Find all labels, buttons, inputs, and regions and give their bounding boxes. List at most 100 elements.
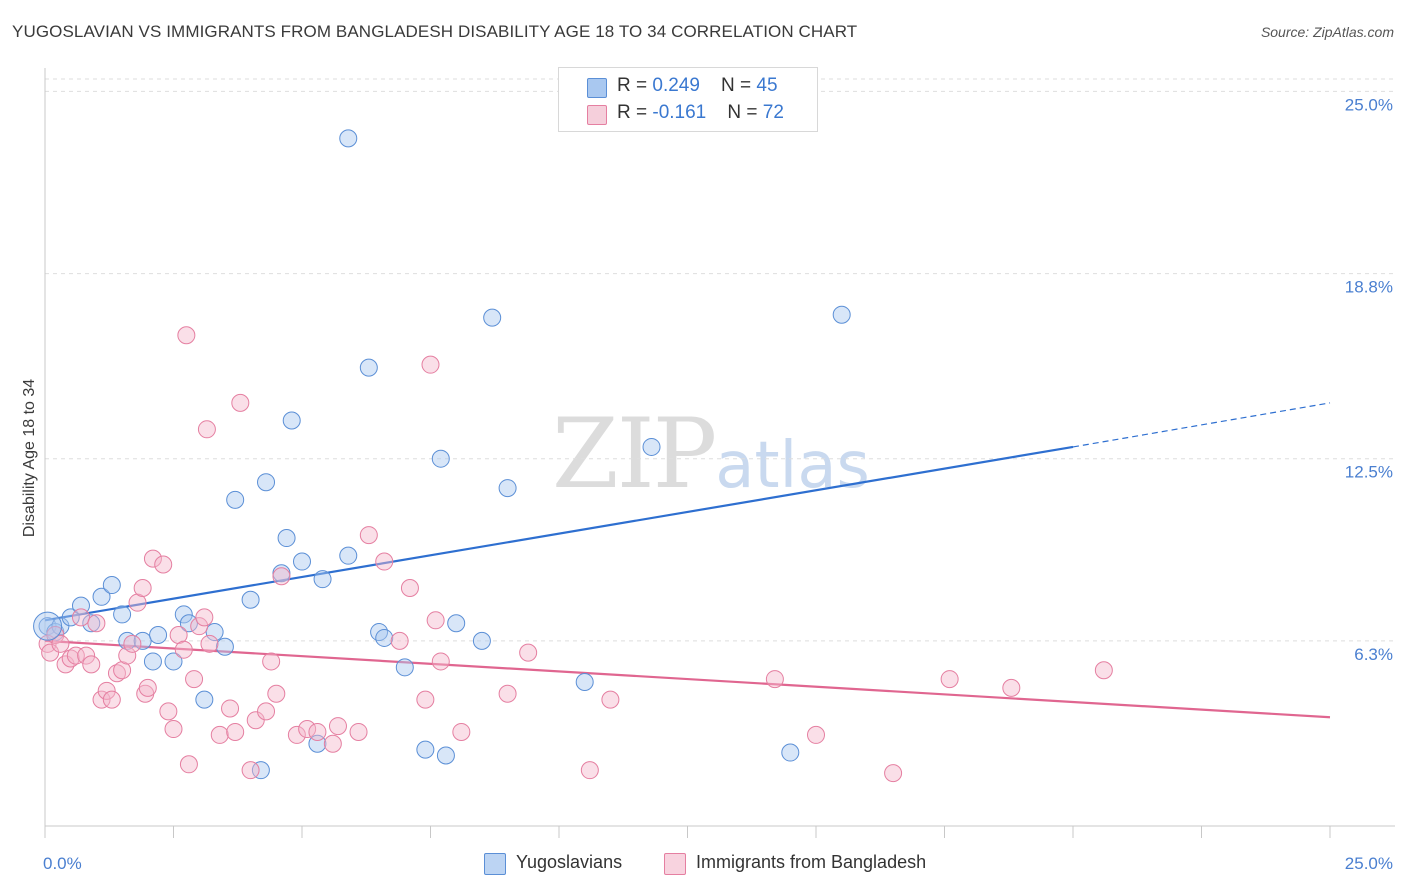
tick-labels: 6.3% 12.5% 18.8% 25.0% 0.0% 25.0% (43, 95, 1393, 873)
point-bangladesh (97, 681, 116, 700)
point-yugoslavians (92, 587, 111, 606)
legend-label-yugoslavians: Yugoslavians (516, 852, 623, 872)
point-yugoslavians (472, 631, 491, 650)
point-bangladesh (174, 640, 193, 659)
point-bangladesh (940, 670, 959, 689)
point-bangladesh (87, 614, 106, 633)
legend-swatch-yugoslavians (587, 78, 607, 98)
point-bangladesh (185, 670, 204, 689)
point-yugoslavians (339, 546, 358, 565)
r-value: -0.161 (652, 102, 707, 123)
legend-label-bangladesh: Immigrants from Bangladesh (696, 852, 927, 872)
point-yugoslavians (431, 449, 450, 468)
point-bangladesh (807, 725, 825, 744)
point-bangladesh (416, 690, 435, 709)
legend-swatch-bangladesh (587, 105, 607, 125)
point-yugoslavians (642, 437, 661, 456)
watermark-zip: ZIP (552, 398, 717, 510)
stats-legend: R = 0.249 N = 45 R = -0.161 N = 72 (558, 67, 818, 132)
point-yugoslavians (205, 623, 224, 642)
point-yugoslavians (277, 529, 296, 548)
point-yugoslavians (143, 652, 162, 671)
point-bangladesh (298, 720, 317, 739)
point-bangladesh (226, 722, 245, 741)
point-bangladesh (287, 725, 306, 744)
point-bangladesh (177, 326, 196, 345)
r-label: R = (617, 102, 653, 123)
r-label: R = (617, 75, 653, 96)
point-bangladesh (123, 634, 142, 653)
point-bangladesh (601, 690, 620, 709)
point-bangladesh (200, 634, 219, 653)
point-bangladesh (426, 611, 445, 630)
point-yugoslavians (781, 743, 800, 762)
point-bangladesh (138, 678, 157, 697)
point-bangladesh (272, 567, 291, 586)
point-bangladesh (61, 649, 80, 668)
point-bangladesh (221, 699, 240, 718)
point-bangladesh (257, 702, 276, 721)
point-bangladesh (154, 555, 173, 574)
point-yugoslavians (436, 746, 455, 765)
point-bangladesh (164, 720, 183, 739)
legend-swatch-yugoslavians-bottom (484, 853, 506, 875)
point-bangladesh (498, 684, 517, 703)
point-bangladesh (241, 761, 260, 780)
point-yugoslavians (102, 576, 121, 595)
point-bangladesh (349, 722, 368, 741)
point-bangladesh (519, 643, 538, 662)
point-bangladesh (51, 634, 70, 653)
point-bangladesh (431, 652, 450, 671)
point-yugoslavians (370, 623, 389, 642)
point-bangladesh (66, 646, 85, 665)
point-bangladesh (190, 617, 209, 636)
n-label: N = (721, 75, 757, 96)
watermark: ZIPatlas (552, 398, 870, 510)
point-bangladesh (82, 655, 101, 674)
point-yugoslavians (195, 690, 214, 709)
point-yugoslavians (498, 479, 517, 498)
point-yugoslavians (174, 605, 193, 624)
point-bangladesh (118, 646, 137, 665)
n-value: 72 (762, 102, 784, 123)
point-yugoslavians (113, 605, 132, 624)
point-bangladesh (179, 755, 198, 774)
point-bangladesh (323, 734, 342, 753)
watermark-atlas: atlas (715, 429, 870, 503)
point-bangladesh (375, 552, 394, 571)
point-yugoslavians (575, 673, 594, 692)
r-value: 0.249 (652, 75, 700, 96)
point-bangladesh (143, 549, 162, 568)
trend-line-bangladesh (44, 639, 1331, 719)
point-yugoslavians (375, 628, 394, 647)
point-yugoslavians (226, 490, 245, 509)
point-bangladesh (77, 646, 96, 665)
point-bangladesh (421, 355, 440, 374)
point-bangladesh (107, 664, 126, 683)
y-tick-label: 18.8% (1345, 278, 1393, 297)
point-yugoslavians (395, 658, 414, 677)
y-tick-label: 6.3% (1354, 645, 1393, 664)
n-label: N = (727, 102, 763, 123)
point-bangladesh (197, 420, 216, 439)
point-bangladesh (765, 670, 784, 689)
point-bangladesh (195, 608, 214, 627)
point-bangladesh (262, 652, 281, 671)
point-bangladesh (308, 722, 327, 741)
grid-lines (45, 78, 1395, 642)
point-yugoslavians (282, 411, 301, 430)
legend-swatch-bangladesh-bottom (664, 853, 686, 875)
y-tick-label: 12.5% (1345, 463, 1393, 482)
point-yugoslavians (149, 626, 168, 644)
point-bangladesh (1002, 678, 1021, 697)
point-yugoslavians (61, 608, 80, 627)
y-axis-label: Disability Age 18 to 34 (21, 379, 38, 537)
source-label: Source: ZipAtlas.com (1260, 24, 1394, 40)
point-yugoslavians (118, 631, 137, 650)
point-yugoslavians (832, 305, 851, 324)
x-tick-label: 25.0% (1345, 854, 1393, 873)
point-yugoslavians (164, 652, 183, 671)
point-yugoslavians (293, 552, 311, 571)
axes (44, 68, 1395, 838)
